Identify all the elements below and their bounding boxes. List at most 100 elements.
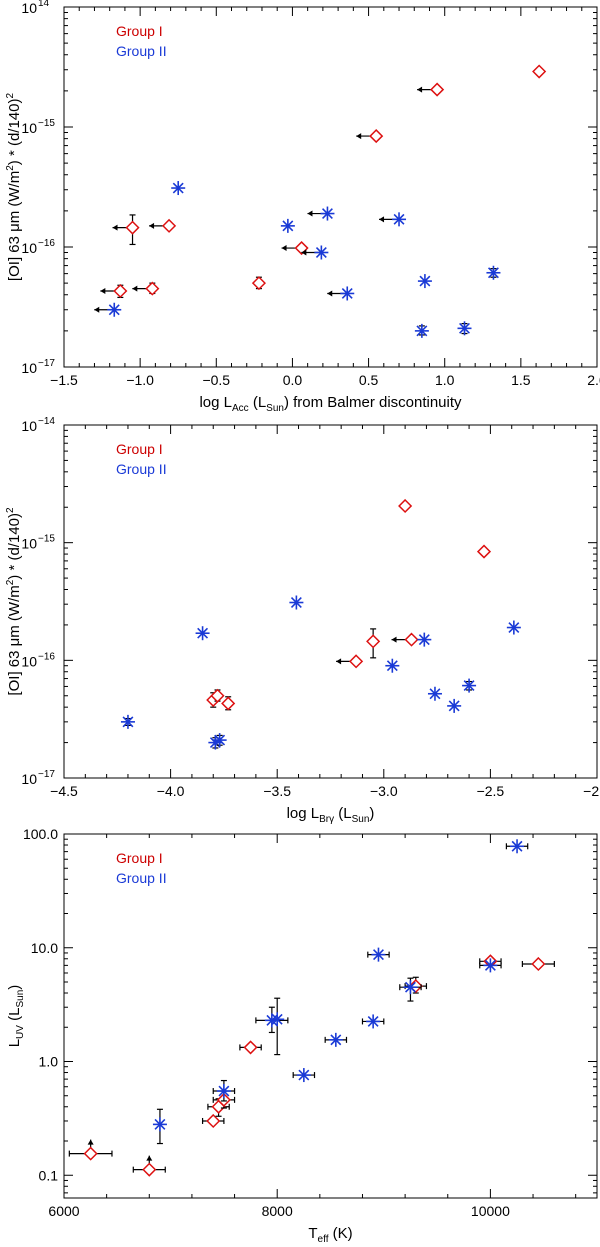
diamond-marker [366,634,381,649]
lower-limit-arrowhead [146,1155,153,1161]
y-axis-label: [OI] 63 μm (W/m2) * (d/140)2 [5,92,23,281]
diamond-marker [206,1113,221,1129]
group-i-point [132,281,160,296]
group-ii-point [324,1032,348,1047]
y-axis-label: [OI] 63 μm (W/m2) * (d/140)2 [5,507,23,696]
group-i-point [521,956,555,972]
diamond-marker [142,1162,157,1177]
plot-frame [63,833,598,1199]
group-i-point [356,129,384,144]
diamond-marker [532,64,547,79]
upper-limit-arrowhead [327,290,333,297]
group-ii-point [152,1108,167,1145]
group-i-point [210,688,225,703]
diamond-marker [145,281,160,296]
group-i-point [417,82,445,97]
group-i-point [149,218,177,233]
panel-luv-teff: 6000 8000 10000 0.1 1.0 10.0 100.0 Teff (K) LUV … [6,826,598,1245]
group-i-point [68,1139,113,1161]
group-i-point [281,240,309,256]
diamond-marker [210,688,225,703]
y-tick-label: 1.0 [39,1054,59,1070]
x-axis-label: Teff (K) [308,1225,352,1245]
group-i-point [391,632,419,647]
x-axis-label: log LBrγ (LSun) [287,805,375,825]
group-ii-point [280,218,295,233]
x-tick-label: −4.5 [50,783,78,799]
x-tick-label: −3.0 [370,783,398,799]
group-i-point [112,214,140,246]
upper-limit-arrowhead [94,306,100,313]
diamond-marker [221,696,236,711]
panel-balmer: −1.5−1.0−0.50.00.51.01.52.010−1710−1610−… [5,0,600,414]
upper-limit-arrowhead [417,86,423,93]
group-i-point [201,1113,225,1129]
diamond-marker [430,82,445,97]
diamond-marker [398,498,413,514]
group-ii-point [367,947,390,962]
legend-entry: Group I [116,23,163,39]
group-ii-point [417,632,432,647]
y-tick-label: 10 [21,360,37,376]
group-ii-point [212,733,227,748]
diamond-marker [113,283,128,299]
upper-limit-arrowhead [356,133,362,140]
x-tick-label: 6000 [48,1203,79,1219]
group-ii-point [399,977,422,1002]
group-ii-point [486,265,501,280]
lower-limit-arrowhead [87,1139,94,1145]
y-tick-label: 10 [21,418,37,434]
group-ii-point [307,206,335,221]
group-ii-point [447,698,462,713]
x-tick-label: −1.5 [50,372,78,388]
group-ii-point [195,626,210,641]
plot-frame [63,6,598,368]
y-tick-label: 10 [21,536,37,552]
group-ii-point [327,286,355,301]
legend-entry: Group II [116,43,167,59]
x-tick-label: 0.0 [283,372,303,388]
diamond-marker [251,276,266,291]
y-tick-label: 10 [21,653,37,669]
upper-limit-arrowhead [149,222,155,229]
x-tick-label: 0.5 [359,372,379,388]
group-i-point [366,628,381,659]
group-i-point [251,276,266,291]
x-tick-label: −2.5 [477,783,505,799]
x-tick-label: 1.5 [511,372,531,388]
group-i-point [532,64,547,79]
group-ii-point [385,658,400,673]
x-tick-label: −0.5 [202,372,230,388]
group-ii-point [289,595,304,610]
y-tick-label: 100.0 [23,826,58,842]
diamond-marker [404,632,419,647]
group-i-point [100,283,128,299]
upper-limit-arrowhead [391,636,397,643]
group-ii-point [379,212,407,227]
y-tick-label: 10 [21,240,37,256]
legend-entry: Group II [116,461,167,477]
diamond-marker [294,240,309,256]
group-ii-point [361,1014,385,1029]
y-tick-exponent: −14 [38,416,55,427]
group-ii-point [427,686,442,701]
group-ii-point [417,274,432,289]
y-tick-exponent: −16 [38,238,55,249]
y-tick-label: 10 [21,771,37,787]
y-tick-exponent: 14 [38,0,50,9]
x-tick-label: 10000 [471,1203,510,1219]
diamond-marker [476,544,492,559]
group-ii-point [506,620,521,635]
x-tick-label: −3.5 [263,783,291,799]
upper-limit-arrowhead [307,210,313,217]
upper-limit-arrowhead [132,285,138,292]
x-tick-label: −1.0 [126,372,154,388]
y-tick-label: 10 [21,0,37,16]
diamond-marker [369,129,384,144]
x-tick-label: −4.0 [157,783,185,799]
y-tick-exponent: −17 [38,769,55,780]
diamond-marker [243,1040,258,1055]
group-ii-point [212,1079,236,1102]
diamond-marker [83,1146,98,1161]
plot-frame [63,424,598,779]
